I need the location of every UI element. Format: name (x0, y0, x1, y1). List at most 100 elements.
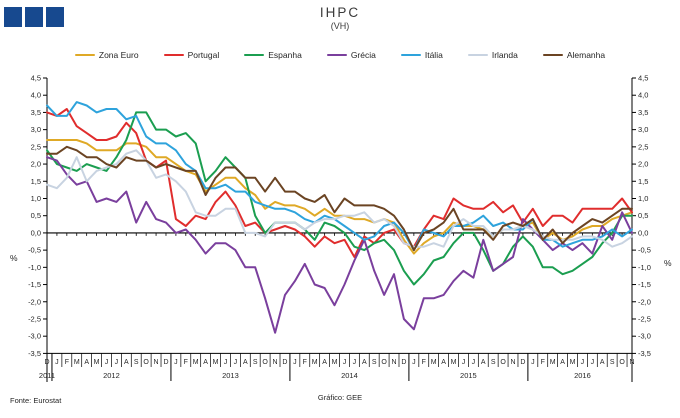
x-month-label: N (392, 359, 397, 366)
legend-swatch (542, 53, 563, 57)
x-month-label: F (541, 359, 545, 366)
x-month-label: A (441, 359, 446, 366)
x-month-label: M (312, 359, 318, 366)
x-month-label: J (353, 359, 357, 366)
y-axis-title-right: % (664, 258, 672, 268)
source-note: Fonte: Eurostat (10, 396, 62, 405)
x-month-label: F (184, 359, 188, 366)
legend-item: Alemanha (542, 50, 605, 60)
y-tick-label-right: 3,0 (638, 125, 648, 134)
legend-item: Zona Euro (74, 50, 139, 60)
x-year-label: 2015 (460, 371, 477, 380)
x-month-label: F (303, 359, 307, 366)
chart-legend: Zona Euro Portugal Espanha Grécia Itália Irla… (0, 50, 680, 60)
y-tick-label-left: 1,0 (31, 194, 41, 203)
y-tick-label-left: 4,5 (31, 74, 41, 83)
x-month-label: A (481, 359, 486, 366)
x-month-label: N (629, 359, 634, 366)
y-tick-label-left: -2,5 (28, 314, 41, 323)
x-month-label: M (193, 359, 199, 366)
series-line-irlanda (46, 149, 633, 248)
y-tick-label-right: -1,0 (638, 263, 651, 272)
x-month-label: N (510, 359, 515, 366)
legend-swatch (244, 53, 265, 57)
y-tick-label-right: -1,5 (638, 280, 651, 289)
y-tick-label-right: 3,5 (638, 108, 648, 117)
legend-item: Grécia (326, 50, 376, 60)
x-month-label: J (462, 359, 466, 366)
x-month-label: J (234, 359, 238, 366)
y-tick-label-left: 0,0 (31, 228, 41, 237)
logo-block (46, 7, 64, 27)
y-tick-label-right: -3,0 (638, 332, 651, 341)
legend-item: Itália (400, 50, 443, 60)
y-tick-label-left: 2,5 (31, 142, 41, 151)
x-month-label: N (273, 359, 278, 366)
x-month-label: J (412, 359, 416, 366)
x-month-label: M (332, 359, 338, 366)
x-month-label: S (491, 359, 496, 366)
legend-label: Irlanda (491, 50, 518, 60)
legend-label: Portugal (187, 50, 220, 60)
x-year-label: 2016 (574, 371, 591, 380)
x-month-label: A (600, 359, 605, 366)
y-tick-label-right: 4,5 (638, 74, 648, 83)
x-month-label: J (293, 359, 297, 366)
series-line-espanha (46, 111, 633, 286)
x-month-label: A (243, 359, 248, 366)
y-tick-label-left: -1,5 (28, 280, 41, 289)
series-line-alemanha (46, 145, 633, 252)
x-month-label: A (362, 359, 367, 366)
y-tick-label-left: -3,5 (28, 349, 41, 358)
y-tick-label-right: -2,0 (638, 297, 651, 306)
series-line-grécia (46, 156, 633, 334)
legend-swatch (467, 53, 488, 57)
x-month-label: J (115, 359, 119, 366)
x-month-label: M (570, 359, 576, 366)
x-month-label: J (472, 359, 476, 366)
x-month-label: A (84, 359, 89, 366)
x-month-label: J (591, 359, 595, 366)
x-month-label: J (105, 359, 109, 366)
y-tick-label-left: -0,5 (28, 246, 41, 255)
y-tick-label-right: 1,0 (638, 194, 648, 203)
x-year-label: 2013 (222, 371, 239, 380)
x-month-label: J (531, 359, 535, 366)
x-month-label: D (44, 359, 49, 366)
x-month-label: O (262, 359, 268, 366)
y-tick-label-left: -1,0 (28, 263, 41, 272)
x-month-label: J (581, 359, 585, 366)
x-month-label: J (55, 359, 59, 366)
x-month-label: D (401, 359, 406, 366)
y-tick-label-left: 3,5 (31, 108, 41, 117)
y-tick-label-left: 4,0 (31, 91, 41, 100)
series-line-portugal (46, 108, 633, 258)
y-tick-label-right: 0,5 (638, 211, 648, 220)
y-tick-label-right: -0,5 (638, 246, 651, 255)
legend-label: Zona Euro (98, 50, 139, 60)
y-tick-label-right: -3,5 (638, 349, 651, 358)
legend-label: Espanha (268, 50, 302, 60)
x-month-label: F (422, 359, 426, 366)
y-tick-label-left: 2,0 (31, 160, 41, 169)
y-tick-label-left: 1,5 (31, 177, 41, 186)
legend-label: Grécia (350, 50, 376, 60)
series-line-itália (46, 101, 633, 252)
x-month-label: O (500, 359, 506, 366)
y-tick-label-right: 1,5 (638, 177, 648, 186)
x-month-label: A (560, 359, 565, 366)
x-month-label: D (163, 359, 168, 366)
x-month-label: D (282, 359, 287, 366)
x-month-label: S (134, 359, 139, 366)
logo-blocks (4, 7, 64, 27)
x-month-label: M (94, 359, 100, 366)
x-month-label: J (343, 359, 347, 366)
series-line-zona-euro (46, 139, 633, 255)
x-month-label: A (124, 359, 129, 366)
x-month-label: O (381, 359, 387, 366)
y-tick-label-left: -2,0 (28, 297, 41, 306)
y-tick-label-left: 0,5 (31, 211, 41, 220)
y-tick-label-right: 2,0 (638, 160, 648, 169)
x-month-label: M (431, 359, 437, 366)
